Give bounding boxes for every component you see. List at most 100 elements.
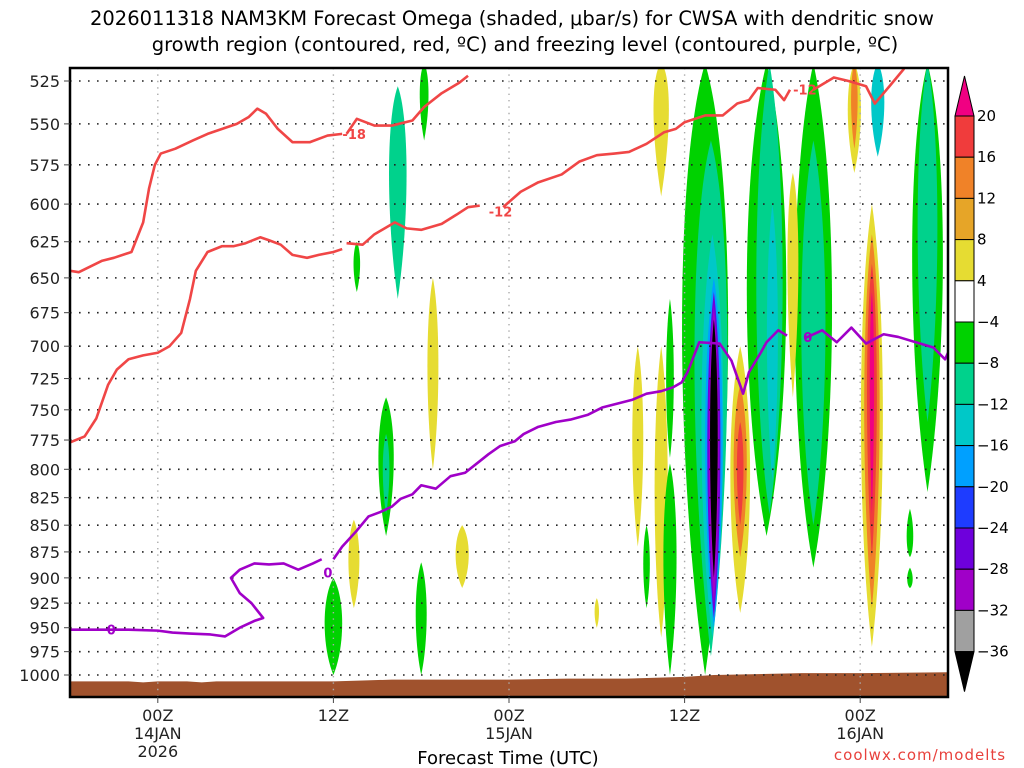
- omega-shading: [324, 68, 943, 675]
- dgz-contour-label: -12: [489, 206, 513, 221]
- omega-region: [907, 567, 913, 589]
- colorbar-segment: [954, 321, 975, 364]
- freezing-contour-label: 0: [107, 624, 116, 639]
- omega-region: [353, 241, 361, 292]
- freezing-contour-line: [332, 328, 788, 560]
- dgz-contour-line: [70, 235, 343, 444]
- omega-region: [415, 562, 427, 675]
- x-axis-label: Forecast Time (UTC): [417, 748, 598, 768]
- colorbar-segment: [954, 115, 975, 158]
- y-tick-label: 800: [29, 460, 60, 479]
- y-tick-label: 775: [29, 431, 60, 450]
- colorbar-segment: [954, 280, 975, 323]
- colorbar-tick-label: −20: [977, 478, 1009, 496]
- colorbar-tick-label: −4: [977, 313, 999, 331]
- y-tick-label: 550: [29, 115, 60, 134]
- dgz-contour-line: [70, 107, 343, 274]
- y-tick-label: 575: [29, 156, 60, 175]
- y-tick-label: 625: [29, 233, 60, 252]
- freezing-contour-label: 0: [803, 331, 812, 346]
- omega-region: [766, 204, 778, 481]
- colorbar-segment: [954, 486, 975, 529]
- colorbar-tick-label: −16: [977, 437, 1009, 455]
- colorbar-segment: [954, 239, 975, 282]
- omega-region: [419, 68, 429, 141]
- y-tick-label: 850: [29, 516, 60, 535]
- colorbar-tick-label: 4: [977, 272, 987, 290]
- y-tick-label: 525: [29, 72, 60, 91]
- y-tick-label: 650: [29, 269, 60, 288]
- colorbar-segment: [954, 445, 975, 488]
- colorbar-tick-label: −32: [977, 601, 1009, 619]
- x-tick-label: 16JAN: [836, 724, 884, 743]
- y-tick-label: 675: [29, 304, 60, 323]
- omega-region: [710, 319, 718, 578]
- y-axis: 525 550 575 600 625 650 675 700 725 750 775 800 825 8…: [19, 72, 70, 685]
- dgz-contour-line: [812, 68, 906, 105]
- dgz-contour-label: -12: [793, 84, 817, 99]
- terrain-fill: [70, 672, 948, 697]
- omega-region: [917, 68, 938, 423]
- omega-region: [666, 298, 674, 458]
- colorbar-tick-label: 20: [977, 107, 996, 125]
- colorbar-segment: [954, 527, 975, 570]
- x-tick-label: 12Z: [318, 706, 349, 725]
- x-tick-label: 12Z: [669, 706, 700, 725]
- colorbar: 20 16 12 8 4 −4 −8 −12 −16 −20 −24 −28 −32 −36: [954, 75, 1009, 692]
- x-tick-label: 00Z: [142, 706, 173, 725]
- x-tick-label: 14JAN: [134, 724, 182, 743]
- colorbar-tick-label: −36: [977, 643, 1009, 661]
- colorbar-segment: [954, 609, 975, 653]
- y-tick-label: 825: [29, 489, 60, 508]
- dgz-contour-line: [345, 74, 469, 135]
- y-tick-label: 925: [29, 594, 60, 613]
- x-tick-label: 2026: [137, 742, 178, 761]
- colorbar-tick-label: −12: [977, 395, 1009, 413]
- y-tick-label: 975: [29, 643, 60, 662]
- omega-region: [663, 463, 677, 675]
- credit-text: coolwx.com/modelts: [834, 746, 1006, 764]
- colorbar-tick-label: −28: [977, 560, 1009, 578]
- omega-region: [594, 598, 599, 628]
- colorbar-segment: [954, 362, 975, 405]
- x-tick-label: 00Z: [493, 706, 524, 725]
- dgz-contours: -18 -12 -12: [70, 68, 906, 444]
- omega-region: [455, 525, 469, 589]
- colorbar-tick-label: −24: [977, 519, 1009, 537]
- colorbar-tick-label: 8: [977, 231, 987, 249]
- omega-region: [389, 86, 407, 299]
- title-line-1: 2026011318 NAM3KM Forecast Omega (shaded…: [90, 7, 934, 30]
- colorbar-tick-label: 12: [977, 189, 996, 207]
- freezing-level-contours: 0 0 0: [70, 326, 948, 639]
- colorbar-segment: [954, 403, 975, 447]
- colorbar-segment: [954, 568, 975, 611]
- omega-region: [382, 434, 390, 515]
- dgz-contour-label: -18: [342, 128, 366, 143]
- dgz-contour-line: [502, 86, 792, 209]
- omega-region: [324, 577, 343, 675]
- omega-region: [906, 508, 914, 558]
- grid: [70, 68, 948, 697]
- colorbar-tick-label: −8: [977, 354, 999, 372]
- freezing-contour-line: [804, 326, 948, 361]
- omega-region: [851, 68, 858, 149]
- plot-area: -18 -12 -12 0 0 0: [68, 66, 950, 699]
- colorbar-bottom-extend: [954, 651, 975, 692]
- title-line-2: growth region (contoured, red, ºC) and f…: [152, 33, 899, 56]
- y-tick-label: 750: [29, 401, 60, 420]
- y-tick-label: 875: [29, 543, 60, 562]
- freezing-contour-label: 0: [323, 567, 332, 582]
- y-tick-label: 950: [29, 619, 60, 638]
- y-tick-label: 600: [29, 195, 60, 214]
- colorbar-segment: [954, 197, 975, 241]
- omega-region: [427, 277, 439, 470]
- colorbar-top-extend: [954, 75, 975, 117]
- colorbar-tick-label: 16: [977, 148, 996, 166]
- y-tick-label: 725: [29, 370, 60, 389]
- dgz-contour-line: [346, 204, 480, 246]
- omega-region: [736, 422, 744, 526]
- y-tick-label: 700: [29, 337, 60, 356]
- chart-title: 2026011318 NAM3KM Forecast Omega (shaded…: [90, 7, 934, 56]
